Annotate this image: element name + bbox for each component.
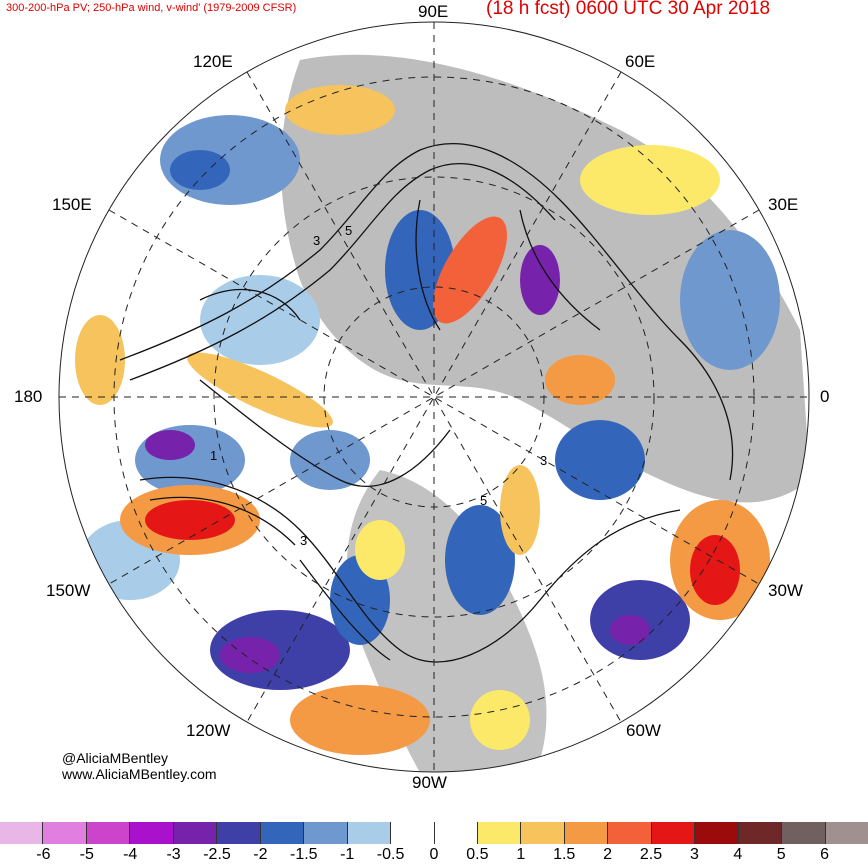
colorbar-swatch bbox=[391, 822, 435, 844]
colorbar-swatch bbox=[825, 822, 868, 844]
colorbar-swatch bbox=[738, 822, 783, 844]
svg-text:5: 5 bbox=[480, 493, 487, 508]
colorbar-tick-label: -6 bbox=[36, 846, 51, 863]
colorbar-swatch bbox=[695, 822, 739, 844]
credit-website: www.AliciaMBentley.com bbox=[62, 766, 217, 782]
map-boundary bbox=[58, 21, 810, 773]
longitude-label-90e: 90E bbox=[418, 2, 449, 21]
colorbar-swatch bbox=[434, 822, 478, 844]
colorbar-tick-label: 4 bbox=[733, 846, 743, 863]
colorbar-swatch bbox=[564, 822, 609, 844]
colorbar-swatch bbox=[130, 822, 174, 844]
longitude-label-60w: 60W bbox=[626, 721, 661, 740]
longitude-label-150w: 150W bbox=[46, 581, 91, 600]
colorbar-swatch bbox=[43, 822, 87, 844]
colorbar-tick-label: -2 bbox=[253, 846, 268, 863]
colorbar-swatch bbox=[0, 822, 44, 844]
svg-text:1: 1 bbox=[210, 448, 217, 463]
colorbar-swatch bbox=[782, 822, 826, 844]
map-title-variables: 300-200-hPa PV; 250-hPa wind, v-wind' (1… bbox=[6, 2, 297, 14]
pv-field: 5 3 1 3 5 3 bbox=[59, 22, 809, 772]
colorbar-tick-label: -4 bbox=[123, 846, 138, 863]
longitude-label-120e: 120E bbox=[193, 52, 233, 71]
colorbar-swatch bbox=[173, 822, 218, 844]
longitude-label-30w: 30W bbox=[768, 581, 803, 600]
colorbar-swatch bbox=[608, 822, 652, 844]
polar-stereographic-map: 5 3 1 3 5 3 bbox=[58, 21, 810, 773]
svg-text:3: 3 bbox=[313, 233, 320, 248]
colorbar-swatch bbox=[260, 822, 305, 844]
colorbar-tick-label: -1 bbox=[340, 846, 355, 863]
colorbar-tick-label: -1.5 bbox=[290, 846, 318, 863]
longitude-label-0: 0 bbox=[820, 387, 830, 406]
colorbar-swatch bbox=[86, 822, 131, 844]
colorbar-tick-label: 2.5 bbox=[639, 846, 663, 863]
colorbar-tick-label: -5 bbox=[79, 846, 94, 863]
colorbar-tick-label: -3 bbox=[166, 846, 181, 863]
colorbar-tick-label: 0 bbox=[429, 846, 439, 863]
colorbar-tick-label: 1.5 bbox=[553, 846, 576, 863]
colorbar-tick-label: 0.5 bbox=[466, 846, 489, 863]
colorbar bbox=[0, 822, 868, 844]
longitude-label-30e: 30E bbox=[768, 195, 799, 214]
longitude-label-180: 180 bbox=[14, 387, 43, 406]
colorbar-tick-labels: -6 -5 -4 -3 -2.5 -2 -1.5 -1 -0.5 0 0.5 1 1.5 2 2.5 3 4 5 6 bbox=[0, 846, 868, 864]
colorbar-tick-label: 3 bbox=[689, 846, 699, 863]
colorbar-swatch bbox=[304, 822, 348, 844]
colorbar-tick-label: -0.5 bbox=[376, 846, 405, 863]
longitude-label-150e: 150E bbox=[52, 195, 92, 214]
colorbar-swatch bbox=[651, 822, 696, 844]
svg-text:3: 3 bbox=[540, 453, 547, 468]
colorbar-swatch bbox=[477, 822, 522, 844]
colorbar-tick-label: -2.5 bbox=[203, 846, 231, 863]
graticule bbox=[59, 22, 809, 772]
longitude-label-90w: 90W bbox=[412, 773, 447, 792]
colorbar-swatch bbox=[217, 822, 261, 844]
longitude-label-120w: 120W bbox=[186, 721, 231, 740]
colorbar-tick-label: 1 bbox=[516, 846, 526, 863]
colorbar-tick-label: 5 bbox=[776, 846, 786, 863]
colorbar-tick-label: 2 bbox=[603, 846, 613, 863]
svg-text:5: 5 bbox=[345, 223, 352, 238]
longitude-label-60e: 60E bbox=[625, 52, 656, 71]
svg-text:3: 3 bbox=[300, 533, 307, 548]
credit-twitter-handle: @AliciaMBentley bbox=[62, 750, 169, 766]
colorbar-tick-label: 6 bbox=[820, 846, 830, 863]
colorbar-swatch bbox=[521, 822, 565, 844]
map-title-valid-time: (18 h fcst) 0600 UTC 30 Apr 2018 bbox=[486, 0, 771, 19]
colorbar-swatch bbox=[347, 822, 392, 844]
